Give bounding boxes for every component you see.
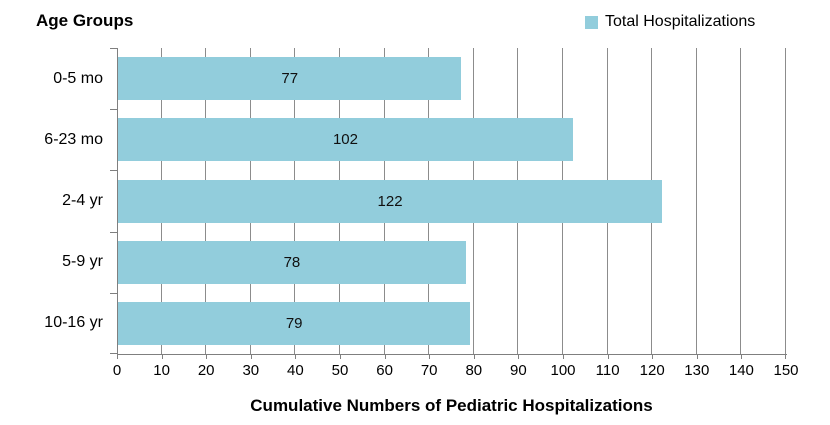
- value-tick-label: 90: [510, 362, 527, 379]
- category-axis-line: [117, 48, 118, 354]
- category-tick: [110, 292, 117, 294]
- legend-swatch-icon: [585, 15, 598, 29]
- value-tick: [250, 354, 252, 359]
- value-tick-label: 20: [197, 362, 215, 379]
- category-label: 5-9 yr: [62, 253, 103, 271]
- value-tick-label: 80: [465, 362, 483, 379]
- value-tick: [384, 354, 386, 359]
- value-tick: [117, 354, 118, 359]
- gridline: [785, 48, 786, 354]
- gridline: [695, 48, 697, 354]
- value-tick: [652, 354, 654, 359]
- bar: 77: [118, 57, 462, 101]
- category-label: 10-16 yr: [44, 314, 103, 332]
- bar: 79: [118, 301, 471, 345]
- value-tick: [607, 354, 609, 359]
- category-tick: [110, 353, 117, 354]
- value-axis-labels: 0 10 20 30 40 50 60 70 80 90 100 110 120 130 140 150: [113, 361, 799, 381]
- bar-value-label: 79: [285, 314, 303, 332]
- legend: Total Hospitalizations: [585, 13, 755, 31]
- category-tick: [110, 231, 117, 233]
- value-tick-label: 110: [595, 362, 620, 379]
- value-tick: [563, 354, 564, 359]
- value-tick-label: 30: [242, 362, 260, 379]
- value-tick: [741, 354, 743, 359]
- value-tick-label: 150: [773, 362, 799, 379]
- x-axis-title: Cumulative Numbers of Pediatric Hospital…: [250, 396, 653, 415]
- value-tick: [473, 354, 475, 359]
- bar-value-label: 102: [332, 131, 358, 149]
- value-tick-label: 100: [550, 362, 576, 379]
- chart-title: Age Groups: [36, 11, 134, 30]
- bar-value-label: 77: [281, 70, 299, 88]
- bar: 102: [118, 118, 573, 162]
- bar: 122: [118, 179, 663, 223]
- category-tick: [110, 48, 117, 49]
- value-tick-label: 70: [420, 362, 438, 379]
- value-tick: [161, 354, 163, 359]
- plot-area: 77 102 122 78 79: [110, 48, 787, 359]
- value-tick-label: 140: [728, 362, 754, 379]
- value-tick-label: 10: [153, 362, 170, 379]
- legend-label: Total Hospitalizations: [605, 13, 756, 30]
- value-tick-label: 0: [112, 362, 122, 379]
- category-label: 2-4 yr: [62, 192, 103, 209]
- value-tick: [696, 354, 698, 359]
- value-tick: [429, 354, 431, 359]
- category-label: 6-23 mo: [44, 130, 103, 148]
- value-tick: [785, 354, 786, 359]
- value-tick-label: 50: [331, 362, 349, 379]
- value-tick: [340, 354, 341, 359]
- category-tick: [110, 109, 117, 111]
- category-axis-labels: 0-5 mo 6-23 mo 2-4 yr 5-9 yr 10-16 yr: [0, 48, 103, 354]
- value-tick-label: 40: [287, 362, 304, 379]
- value-tick: [206, 354, 208, 359]
- value-axis-line: [117, 354, 787, 355]
- value-tick-label: 60: [376, 362, 393, 379]
- category-tick: [110, 170, 117, 172]
- value-tick-label: 130: [684, 362, 710, 379]
- category-label: 0-5 mo: [53, 69, 103, 87]
- bar-value-label: 78: [283, 253, 301, 271]
- value-tick: [295, 354, 297, 359]
- bar-value-label: 122: [377, 192, 403, 210]
- gridline: [740, 48, 742, 354]
- value-tick-label: 120: [639, 362, 665, 379]
- bar: 78: [118, 240, 466, 284]
- value-tick: [518, 354, 520, 359]
